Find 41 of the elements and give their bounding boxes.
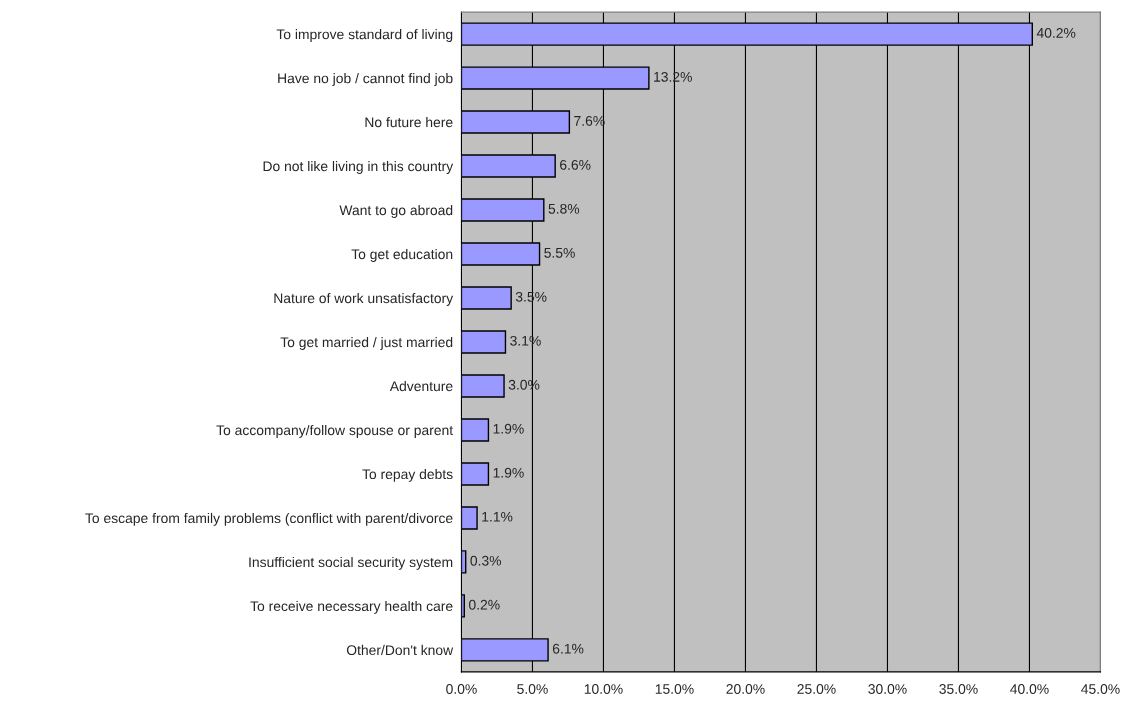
- x-tick-label: 15.0%: [655, 684, 694, 694]
- y-tick-label: To escape from family problems (conflict with parent/divorce: [85, 512, 453, 526]
- x-tick-label: 40.0%: [1010, 684, 1049, 694]
- y-tick-label: To improve standard of living: [276, 29, 453, 42]
- data-label: 5.8%: [548, 203, 580, 214]
- data-label: 1.1%: [482, 511, 513, 522]
- y-tick-label: Do not like living in this country: [263, 161, 454, 174]
- data-label: 6.1%: [552, 643, 584, 654]
- bar: [461, 506, 478, 530]
- data-label: 0.3%: [470, 555, 502, 566]
- x-tick-label: 0.0%: [446, 684, 477, 694]
- y-tick-label: To get education: [351, 248, 453, 262]
- x-tick-label: 45.0%: [1081, 684, 1120, 694]
- x-tick-label: 30.0%: [868, 684, 907, 694]
- data-label: 1.9%: [493, 423, 524, 434]
- x-tick-label: 35.0%: [939, 684, 978, 694]
- bar: [461, 330, 507, 354]
- y-tick-label: Adventure: [389, 380, 453, 392]
- y-tick-label: Have no job / cannot find job: [278, 73, 453, 86]
- data-label: 6.6%: [560, 159, 591, 170]
- y-tick-label: To receive necessary health care: [250, 600, 453, 614]
- data-label: 40.2%: [1036, 27, 1076, 38]
- y-tick-label: To accompany/follow spouse or parent: [216, 424, 454, 438]
- y-tick-label: No future here: [365, 117, 453, 128]
- x-tick-label: 25.0%: [797, 684, 836, 694]
- bar: [461, 374, 505, 398]
- bar: [461, 286, 512, 310]
- y-tick-label: Nature of work unsatisfactory: [274, 292, 454, 306]
- y-tick-label: Insufficient social security system: [249, 556, 453, 570]
- y-tick-label: To repay debts: [362, 468, 453, 482]
- bar: [461, 462, 490, 486]
- x-tick-label: 5.0%: [517, 684, 548, 694]
- y-tick-label: Other/Don't know: [346, 644, 454, 656]
- bar: [461, 418, 490, 442]
- y-tick-label: To get married / just married: [280, 336, 453, 350]
- y-tick-label: Want to go abroad: [339, 205, 453, 218]
- data-label: 1.9%: [493, 467, 524, 478]
- data-label: 0.2%: [469, 599, 500, 610]
- data-label: 5.5%: [544, 247, 575, 258]
- x-tick-label: 10.0%: [584, 684, 623, 694]
- x-tick-label: 20.0%: [726, 684, 765, 694]
